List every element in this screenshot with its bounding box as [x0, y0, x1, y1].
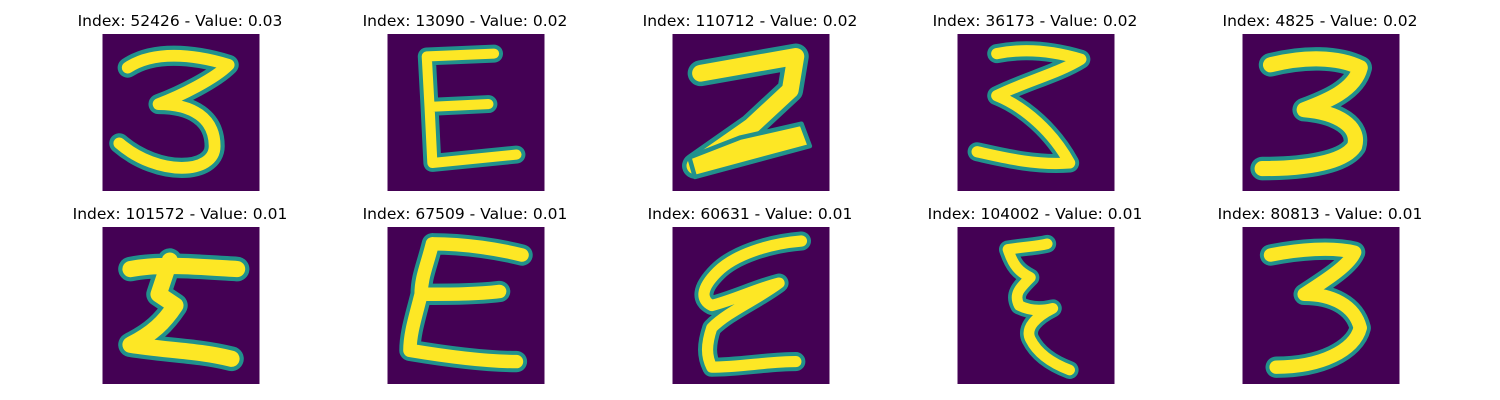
panel-title: Index: 4825 - Value: 0.02 — [1222, 12, 1418, 30]
panel-title: Index: 13090 - Value: 0.02 — [362, 12, 568, 30]
digit-image — [1242, 227, 1400, 384]
digit-image — [957, 34, 1115, 191]
digit-image — [672, 34, 830, 191]
panel-title: Index: 80813 - Value: 0.01 — [1217, 205, 1423, 223]
digit-image — [957, 227, 1115, 384]
digit-image — [1242, 34, 1400, 191]
digit-image — [102, 34, 260, 191]
panel-title: Index: 67509 - Value: 0.01 — [362, 205, 568, 223]
panel-title: Index: 110712 - Value: 0.02 — [642, 12, 858, 30]
digit-image — [672, 227, 830, 384]
panel-title: Index: 60631 - Value: 0.01 — [647, 205, 853, 223]
digit-image — [387, 227, 545, 384]
panel-title: Index: 101572 - Value: 0.01 — [72, 205, 288, 223]
panel-title: Index: 52426 - Value: 0.03 — [77, 12, 283, 30]
panel-title: Index: 36173 - Value: 0.02 — [932, 12, 1138, 30]
digit-image — [102, 227, 260, 384]
digit-image — [387, 34, 545, 191]
panel-title: Index: 104002 - Value: 0.01 — [927, 205, 1143, 223]
